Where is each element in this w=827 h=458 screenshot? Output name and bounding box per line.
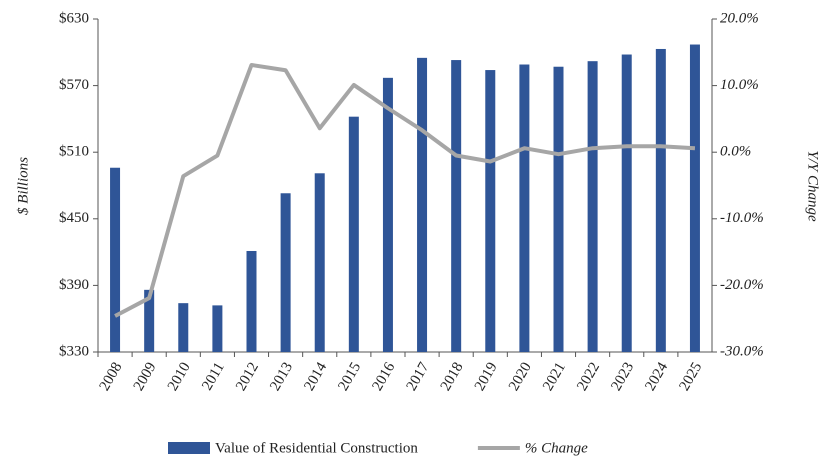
- x-tick-label: 2022: [574, 360, 603, 394]
- y-tick-label: $390: [59, 277, 89, 293]
- x-tick-label: 2024: [642, 359, 671, 393]
- bar: [485, 70, 496, 352]
- y2-axis-title: Y/Y Change: [805, 150, 821, 222]
- x-tick-label: 2021: [540, 360, 569, 394]
- bar: [348, 116, 359, 353]
- y-tick-label: $570: [59, 77, 89, 93]
- bar: [519, 64, 530, 352]
- bar: [246, 250, 257, 352]
- y2-tick-label: -10.0%: [720, 210, 764, 226]
- y2-tick-label: 10.0%: [720, 77, 759, 93]
- x-tick-label: 2016: [370, 359, 399, 393]
- x-tick-label: 2020: [506, 360, 535, 394]
- bar: [417, 57, 428, 352]
- x-tick-label: 2013: [267, 360, 296, 394]
- y-axis-title: $ Billions: [15, 157, 31, 215]
- x-tick-label: 2019: [472, 360, 501, 394]
- legend-swatch: [168, 442, 210, 454]
- y-tick-label: $630: [59, 10, 89, 26]
- bar: [621, 54, 632, 353]
- x-tick-label: 2023: [608, 360, 637, 394]
- x-tick-label: 2017: [404, 359, 433, 393]
- y2-tick-label: -20.0%: [720, 277, 764, 293]
- bar: [178, 303, 189, 352]
- bar: [451, 60, 462, 352]
- bar: [382, 77, 393, 352]
- x-tick-label: 2015: [335, 360, 364, 394]
- bar: [144, 289, 155, 352]
- bar: [280, 193, 291, 352]
- x-tick-label: 2025: [677, 360, 706, 394]
- y-tick-label: $330: [59, 343, 89, 359]
- bar: [655, 48, 666, 352]
- y2-tick-label: -30.0%: [720, 343, 764, 359]
- line: [114, 62, 696, 318]
- bar: [553, 66, 564, 352]
- x-tick-label: 2012: [233, 360, 262, 394]
- x-tick-label: 2014: [301, 359, 330, 393]
- bar: [212, 305, 223, 352]
- y-tick-label: $510: [59, 144, 89, 160]
- x-tick-label: 2009: [131, 360, 160, 394]
- x-tick-label: 2010: [165, 360, 194, 394]
- bar: [110, 167, 121, 352]
- bar: [587, 61, 598, 353]
- x-tick-label: 2008: [97, 360, 126, 394]
- bar: [689, 44, 700, 352]
- x-tick-label: 2011: [199, 360, 228, 394]
- y2-tick-label: 20.0%: [720, 10, 759, 26]
- bar: [314, 173, 325, 352]
- x-tick-label: 2018: [438, 360, 467, 394]
- legend-label: Value of Residential Construction: [215, 440, 418, 456]
- y-tick-label: $450: [59, 210, 89, 226]
- legend-label: % Change: [525, 440, 588, 456]
- y2-tick-label: 0.0%: [720, 144, 751, 160]
